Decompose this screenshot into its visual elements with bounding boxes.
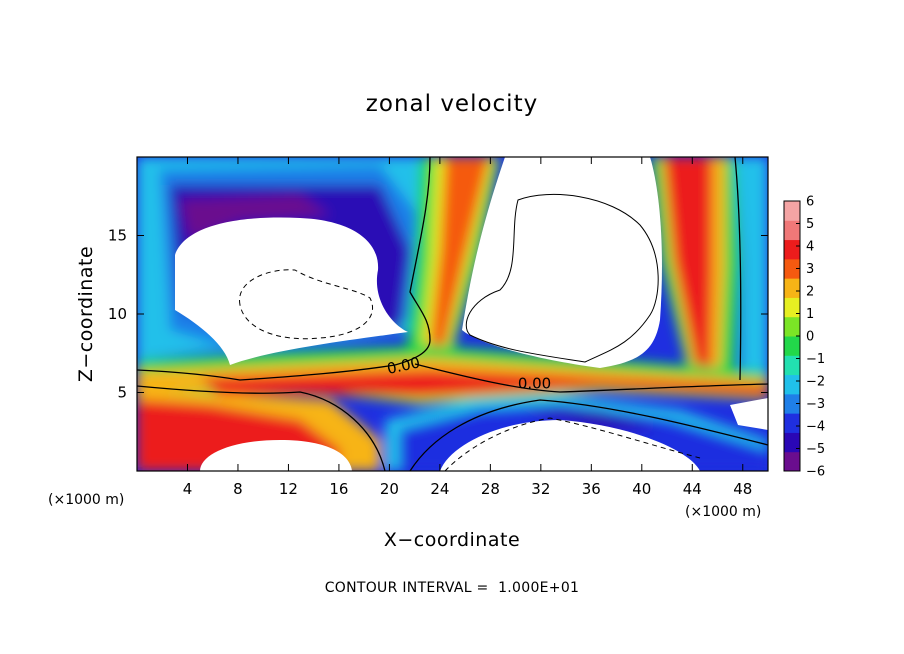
x-unit-label-left: (×1000 m) xyxy=(48,492,124,508)
colorbar-swatch xyxy=(784,355,800,376)
colorbar-swatch xyxy=(784,316,800,337)
x-tick-label: 32 xyxy=(531,480,550,498)
colorbar-swatch xyxy=(784,336,800,356)
colorbar-swatch xyxy=(784,278,800,298)
colorbar-swatch xyxy=(784,432,800,453)
x-tick-label: 24 xyxy=(430,480,449,498)
x-tick-label: 12 xyxy=(279,480,298,498)
contour-interval-note: CONTOUR INTERVAL = 1.000E+01 xyxy=(325,580,580,596)
colorbar-tick-label: 0 xyxy=(806,330,814,345)
x-tick-label: 28 xyxy=(481,480,500,498)
colorbar-swatch xyxy=(784,374,800,395)
colorbar-tick-label: −6 xyxy=(806,465,825,480)
contour-label: 0.00 xyxy=(518,375,551,393)
y-tick-label: 5 xyxy=(117,384,127,402)
colorbar-tick-label: −3 xyxy=(806,397,825,412)
colorbar-tick-label: −4 xyxy=(806,420,825,435)
x-tick-label: 4 xyxy=(183,480,193,498)
y-axis-label: Z−coordinate xyxy=(75,246,97,382)
colorbar-swatch xyxy=(784,239,800,260)
colorbar-tick-label: −1 xyxy=(806,352,825,367)
colorbar-swatch xyxy=(784,201,800,221)
colorbar-tick-label: 2 xyxy=(806,285,814,300)
colorbar-tick-label: 6 xyxy=(806,195,814,210)
colorbar-tick-label: 4 xyxy=(806,240,814,255)
colorbar-swatch xyxy=(784,413,800,433)
colorbar-tick-label: 3 xyxy=(806,262,814,277)
y-tick-label: 10 xyxy=(108,305,127,323)
colorbar-tick-label: 1 xyxy=(806,307,814,322)
colorbar-tick-label: 5 xyxy=(806,217,814,232)
x-tick-label: 44 xyxy=(683,480,702,498)
velocity-field xyxy=(137,157,768,471)
colorbar-tick-label: −2 xyxy=(806,375,825,390)
colorbar-swatch xyxy=(784,393,800,414)
colorbar-swatch xyxy=(784,220,800,241)
y-tick-label: 15 xyxy=(108,227,127,245)
colorbar-swatch xyxy=(784,297,800,318)
x-axis-label: X−coordinate xyxy=(384,529,520,551)
x-tick-label: 40 xyxy=(632,480,651,498)
colorbar-tick-label: −5 xyxy=(806,442,825,457)
colorbar-swatch xyxy=(784,258,800,279)
x-tick-label: 36 xyxy=(582,480,601,498)
x-tick-label: 16 xyxy=(329,480,348,498)
colorbar-swatch xyxy=(784,451,800,472)
x-tick-label: 8 xyxy=(233,480,243,498)
chart-title: zonal velocity xyxy=(366,91,538,117)
x-tick-label: 48 xyxy=(733,480,752,498)
x-tick-label: 20 xyxy=(380,480,399,498)
x-unit-label-right: (×1000 m) xyxy=(685,504,761,520)
